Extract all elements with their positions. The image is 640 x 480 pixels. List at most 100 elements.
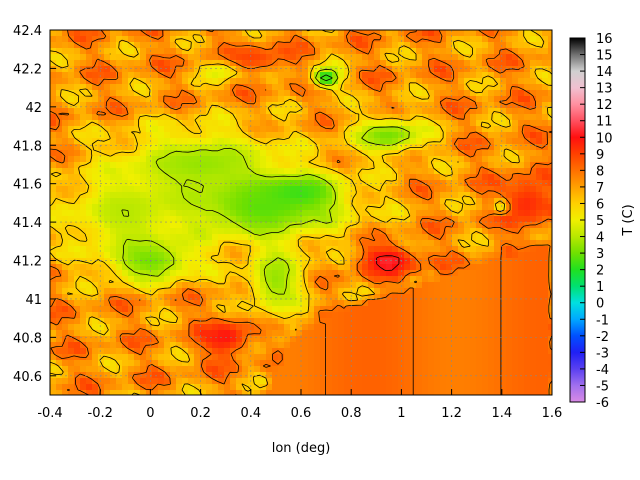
heatmap-cell [188, 48, 195, 55]
heatmap-cell [104, 90, 111, 97]
heatmap-cell [122, 174, 129, 181]
heatmap-cell [116, 204, 123, 211]
heatmap-cell [272, 348, 279, 355]
heatmap-cell [392, 132, 399, 139]
heatmap-cell [338, 120, 345, 127]
heatmap-cell [332, 360, 339, 367]
heatmap-cell [332, 102, 339, 109]
heatmap-cell [518, 36, 525, 43]
heatmap-cell [380, 102, 387, 109]
heatmap-cell [212, 42, 219, 49]
heatmap-cell [542, 282, 549, 289]
heatmap-cell [74, 108, 81, 115]
heatmap-cell [380, 138, 387, 145]
heatmap-cell [68, 288, 75, 295]
heatmap-cell [344, 132, 351, 139]
heatmap-cell [278, 156, 285, 163]
heatmap-cell [68, 204, 75, 211]
heatmap-cell [296, 96, 303, 103]
heatmap-cell [170, 372, 177, 379]
heatmap-cell [392, 318, 399, 325]
heatmap-cell [362, 48, 369, 55]
heatmap-cell [158, 234, 165, 241]
heatmap-cell [98, 366, 105, 373]
heatmap-cell [194, 84, 201, 91]
heatmap-cell [314, 204, 321, 211]
heatmap-cell [182, 384, 189, 391]
heatmap-cell [98, 84, 105, 91]
heatmap-cell [224, 132, 231, 139]
heatmap-cell [530, 138, 537, 145]
heatmap-cell [254, 258, 261, 265]
heatmap-cell [230, 90, 237, 97]
heatmap-cell [440, 324, 447, 331]
heatmap-cell [176, 150, 183, 157]
heatmap-cell [104, 330, 111, 337]
heatmap-cell [128, 192, 135, 199]
heatmap-cell [110, 42, 117, 49]
heatmap-cell [164, 84, 171, 91]
heatmap-cell [260, 354, 267, 361]
heatmap-cell [506, 162, 513, 169]
heatmap-cell [248, 282, 255, 289]
heatmap-cell [482, 378, 489, 385]
heatmap-cell [524, 30, 531, 37]
heatmap-cell [200, 258, 207, 265]
heatmap-cell [518, 126, 525, 133]
heatmap-cell [368, 264, 375, 271]
heatmap-cell [362, 348, 369, 355]
heatmap-cell [476, 324, 483, 331]
heatmap-cell [482, 168, 489, 175]
heatmap-cell [326, 294, 333, 301]
heatmap-cell [212, 354, 219, 361]
heatmap-cell [524, 72, 531, 79]
heatmap-cell [488, 36, 495, 43]
heatmap-cell [446, 210, 453, 217]
heatmap-cell [284, 246, 291, 253]
heatmap-cell [476, 228, 483, 235]
heatmap-cell [494, 114, 501, 121]
heatmap-cell [98, 78, 105, 85]
heatmap-cell [50, 318, 57, 325]
heatmap-cell [326, 252, 333, 259]
heatmap-cell [248, 252, 255, 259]
heatmap-cell [224, 198, 231, 205]
heatmap-cell [446, 156, 453, 163]
heatmap-cell [320, 78, 327, 85]
heatmap-cell [80, 216, 87, 223]
heatmap-cell [440, 126, 447, 133]
heatmap-cell [104, 132, 111, 139]
heatmap-cell [146, 336, 153, 343]
heatmap-cell [404, 354, 411, 361]
heatmap-cell [110, 162, 117, 169]
heatmap-cell [452, 102, 459, 109]
heatmap-cell [212, 276, 219, 283]
heatmap-cell [266, 282, 273, 289]
heatmap-cell [428, 186, 435, 193]
heatmap-cell [500, 228, 507, 235]
heatmap-cell [134, 162, 141, 169]
heatmap-cell [254, 348, 261, 355]
heatmap-cell [410, 78, 417, 85]
heatmap-cell [242, 330, 249, 337]
heatmap-cell [248, 186, 255, 193]
heatmap-cell [284, 210, 291, 217]
heatmap-cell [302, 300, 309, 307]
heatmap-cell [350, 156, 357, 163]
heatmap-cell [452, 288, 459, 295]
heatmap-cell [116, 270, 123, 277]
heatmap-cell [302, 354, 309, 361]
heatmap-cell [74, 330, 81, 337]
heatmap-cell [308, 222, 315, 229]
heatmap-cell [218, 204, 225, 211]
heatmap-cell [248, 384, 255, 391]
heatmap-cell [188, 180, 195, 187]
heatmap-cell [194, 270, 201, 277]
heatmap-cell [134, 120, 141, 127]
heatmap-cell [446, 150, 453, 157]
heatmap-cell [494, 342, 501, 349]
heatmap-cell [314, 66, 321, 73]
heatmap-cell [470, 126, 477, 133]
heatmap-cell [278, 300, 285, 307]
heatmap-cell [80, 324, 87, 331]
